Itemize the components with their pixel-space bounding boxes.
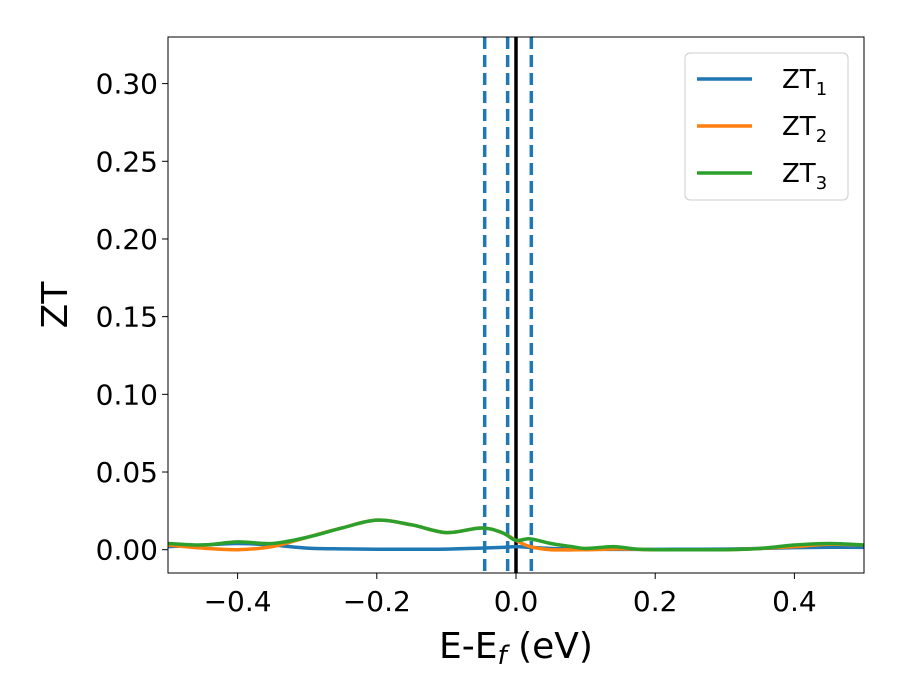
y-tick-label: 0.00 bbox=[96, 534, 158, 567]
x-axis-title: E-Ef (eV) bbox=[439, 626, 593, 671]
plot-frame bbox=[167, 36, 865, 574]
y-axis: 0.00 0.05 0.10 0.15 0.20 0.25 0.30 bbox=[96, 68, 168, 567]
legend: ZT1 ZT2 ZT3 bbox=[684, 52, 849, 201]
x-tick-label: 0.4 bbox=[772, 585, 817, 618]
x-axis: −0.4 −0.2 0.0 0.2 0.4 bbox=[204, 573, 817, 618]
x-tick-label: −0.4 bbox=[204, 585, 272, 618]
x-tick-label: 0.0 bbox=[494, 585, 539, 618]
y-tick-label: 0.10 bbox=[96, 378, 158, 411]
x-axis-title-main: E-E bbox=[439, 626, 497, 667]
legend-box bbox=[684, 52, 849, 201]
legend-label-zt2: ZT2 bbox=[782, 112, 827, 147]
x-tick-label: 0.2 bbox=[633, 585, 678, 618]
legend-label-zt3: ZT3 bbox=[782, 159, 827, 194]
x-tick-label: −0.2 bbox=[343, 585, 411, 618]
y-tick-label: 0.30 bbox=[96, 68, 158, 101]
y-axis-title: ZT bbox=[35, 281, 76, 329]
y-tick-label: 0.20 bbox=[96, 223, 158, 256]
series-line-zt3 bbox=[168, 518, 864, 552]
y-tick-label: 0.25 bbox=[96, 145, 158, 178]
x-axis-title-unit: (eV) bbox=[507, 626, 593, 667]
plot-area bbox=[168, 37, 864, 573]
y-tick-label: 0.05 bbox=[96, 456, 158, 489]
legend-label-zt1: ZT1 bbox=[782, 65, 827, 100]
y-tick-label: 0.15 bbox=[96, 301, 158, 334]
